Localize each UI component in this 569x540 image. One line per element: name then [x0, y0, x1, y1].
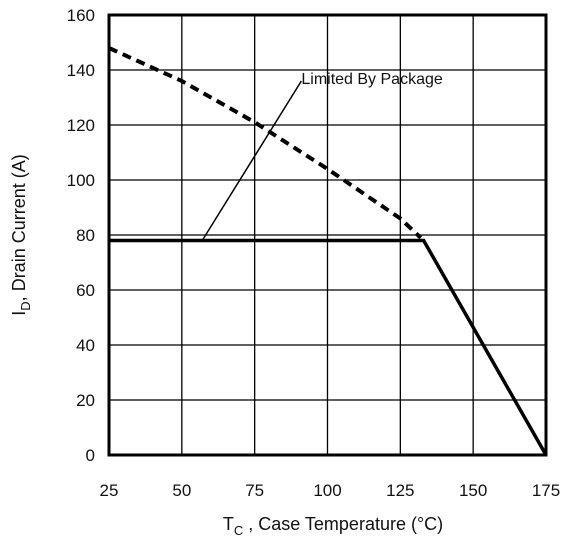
y-axis-label-main: I: [9, 311, 29, 316]
y-tick-label: 140: [67, 61, 95, 80]
y-tick-label: 120: [67, 116, 95, 135]
grid: [108, 14, 547, 456]
y-axis-label-rest: , Drain Current (A): [9, 154, 29, 301]
plot-frame: [107, 13, 548, 457]
y-tick-labels: 0 20 40 60 80 100 120 140 160: [67, 6, 95, 465]
x-tick-label: 125: [386, 481, 414, 500]
series-layer: [108, 46, 548, 456]
series-line-dashed: [108, 46, 423, 240]
annotation-layer: Limited By Package: [201, 71, 443, 241]
x-tick-label: 50: [172, 481, 191, 500]
y-tick-label: 100: [67, 171, 95, 190]
y-tick-label: 80: [76, 226, 95, 245]
x-tick-label: 175: [532, 481, 560, 500]
series-line-solid: [109, 238, 548, 456]
y-tick-label: 160: [67, 6, 95, 25]
x-tick-labels: 25 50 75 100 125 150 175: [100, 481, 561, 500]
x-tick-label: 100: [313, 481, 341, 500]
y-axis-label: ID, Drain Current (A): [9, 154, 33, 315]
x-axis-label: TC , Case Temperature (°C): [223, 514, 443, 538]
y-tick-label: 0: [86, 446, 95, 465]
annotation-text: Limited By Package: [301, 71, 443, 88]
x-tick-label: 25: [100, 481, 119, 500]
x-tick-label: 75: [245, 481, 264, 500]
x-axis-label-sub: C: [234, 523, 243, 538]
y-tick-label: 60: [76, 281, 95, 300]
y-axis-label-sub: D: [18, 301, 33, 310]
y-tick-label: 40: [76, 336, 95, 355]
x-axis-label-main: T: [223, 514, 234, 534]
annotation-leader-line: [201, 80, 303, 241]
x-axis-label-rest: , Case Temperature (°C): [243, 514, 443, 534]
x-tick-label: 150: [459, 481, 487, 500]
y-tick-label: 20: [76, 391, 95, 410]
